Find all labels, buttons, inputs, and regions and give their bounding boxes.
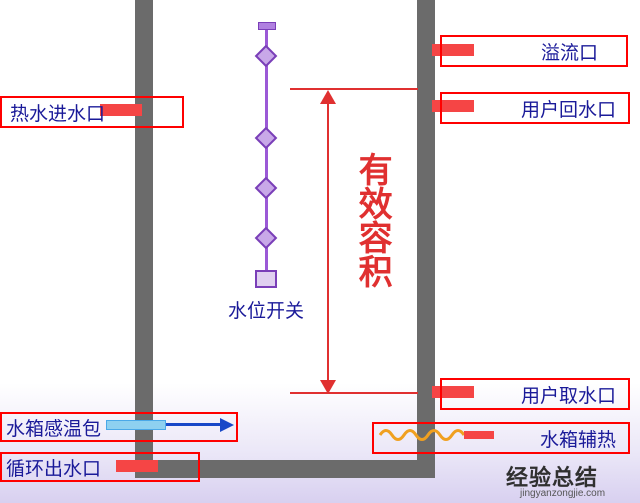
range-arrow-up <box>320 90 336 104</box>
label-aux-heat: 水箱辅热 <box>372 422 630 454</box>
range-bottom-hline <box>290 392 418 394</box>
level-sensor-node-3 <box>255 177 278 200</box>
label-circ-out-text: 循环出水口 <box>6 454 101 481</box>
watermark-sub: jingyanzongjie.com <box>520 488 605 499</box>
range-arrow-down <box>320 380 336 394</box>
tank-right-wall <box>417 0 435 478</box>
level-sensor-node-4 <box>255 227 278 250</box>
label-user-return-text: 用户回水口 <box>521 95 616 122</box>
level-switch-label: 水位开关 <box>228 296 304 323</box>
tank-left-wall <box>135 0 153 478</box>
level-sensor-cap <box>258 22 276 30</box>
label-user-take: 用户取水口 <box>440 378 630 410</box>
level-sensor-node-1 <box>255 45 278 68</box>
range-top-hline <box>290 88 418 90</box>
label-user-return: 用户回水口 <box>440 92 630 124</box>
label-overflow-text: 溢流口 <box>541 38 598 65</box>
range-vline <box>327 96 329 384</box>
effective-volume-label: 有效容积 <box>352 152 391 288</box>
label-circ-out: 循环出水口 <box>0 452 200 482</box>
label-hotwater-in: 热水进水口 <box>0 96 184 128</box>
label-temp-sensor-text: 水箱感温包 <box>6 414 101 441</box>
level-switch-box <box>255 270 277 288</box>
label-aux-heat-text: 水箱辅热 <box>540 425 616 452</box>
level-sensor-node-2 <box>255 127 278 150</box>
label-overflow: 溢流口 <box>440 35 628 67</box>
label-hotwater-in-text: 热水进水口 <box>10 99 105 126</box>
label-user-take-text: 用户取水口 <box>521 381 616 408</box>
label-temp-sensor: 水箱感温包 <box>0 412 238 442</box>
